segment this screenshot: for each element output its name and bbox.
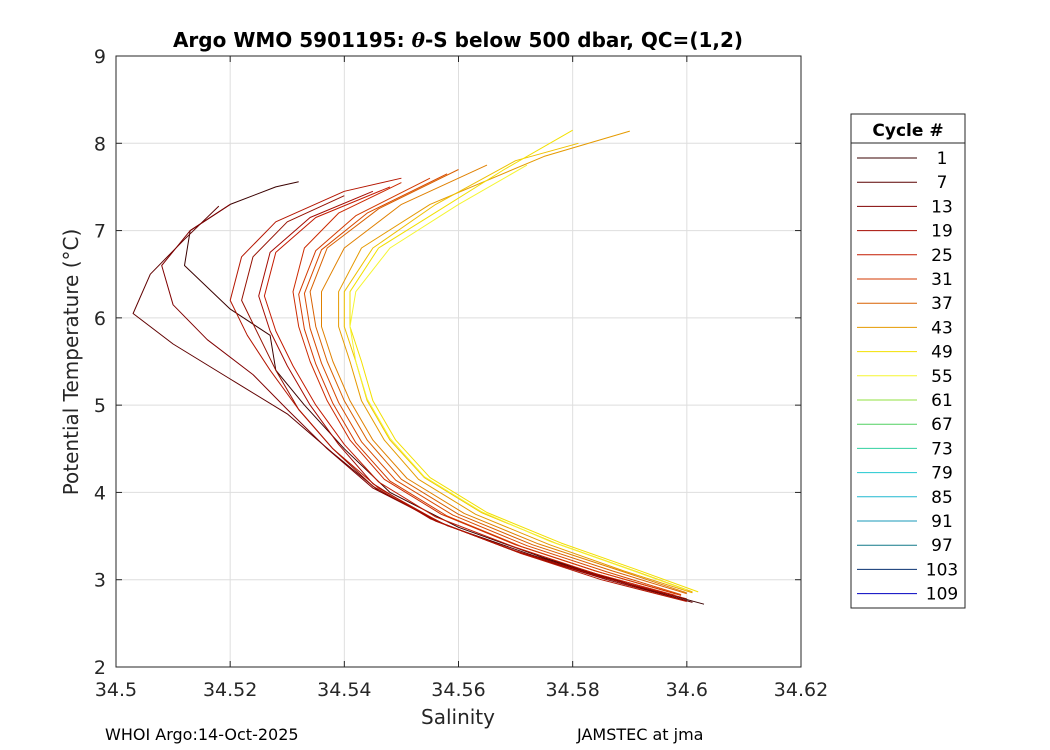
footer-source: WHOI Argo:14-Oct-2025 [105,725,299,744]
axis-ticks: 34.5 34.52 34.54 34.56 34.58 34.6 34.62 2 3 4 5 6 7 8… [94,46,828,701]
legend-entry-label: 19 [931,222,953,242]
legend-entry-label: 25 [931,246,953,266]
legend-title: Cycle # [872,121,943,141]
x-axis-label: Salinity [421,705,495,729]
y-tick-label: 5 [94,395,106,417]
y-axis-label: Potential Temperature (°C) [59,229,83,496]
footer-credit: JAMSTEC at jma [577,725,704,744]
legend-entry-label: 7 [937,173,948,193]
series-line-cycle-25 [298,177,682,596]
series-line-cycle-19 [263,186,676,596]
title-theta-symbol: θ [412,28,426,52]
legend-entry-label: 79 [931,464,953,484]
legend-entry-label: 1 [937,149,948,169]
y-tick-label: 8 [94,133,106,155]
legend-entry-label: 67 [931,415,953,435]
series-line-cycle-16 [229,177,687,602]
title-suffix: -S below 500 dbar, QC=(1,2) [425,28,743,52]
legend-entry-label: 85 [931,488,953,508]
y-tick-label: 3 [94,570,106,592]
legend-entry-label: 91 [931,512,953,532]
legend-entry-label: 37 [931,294,953,314]
legend-entry-label: 43 [931,318,953,338]
legend-entry-label: 49 [931,343,953,363]
title-prefix: Argo WMO 5901195: [173,28,412,52]
series-line-cycle-43 [338,130,693,594]
series-line-cycle-52 [349,164,687,591]
y-tick-label: 2 [94,657,106,679]
legend-entry-label: 55 [931,367,953,387]
x-tick-label: 34.62 [774,679,828,701]
x-tick-label: 34.58 [545,679,599,701]
legend-entry-label: 13 [931,197,953,217]
legend-entries: 1 7 13 19 25 31 37 43 49 55 61 67 73 79 85 91 97 103 109 [857,149,958,605]
legend-box [850,113,966,609]
x-tick-label: 34.56 [431,679,485,701]
chart-title: Argo WMO 5901195: θ-S below 500 dbar, QC… [173,28,743,52]
y-tick-label: 6 [94,308,106,330]
series-line-cycle-28 [303,173,682,596]
legend-entry-label: 109 [926,585,958,605]
legend: Cycle # 1 7 13 19 25 31 37 43 49 55 61 67 73 79 85 91 97… [850,113,966,609]
series-line-cycle-4 [132,205,693,603]
legend-entry-label: 103 [926,560,958,580]
x-tick-label: 34.6 [666,679,708,701]
series-lines [132,129,705,605]
series-line-cycle-49 [349,129,699,593]
legend-entry-label: 31 [931,270,953,290]
series-line-cycle-31 [309,169,687,595]
x-tick-label: 34.52 [203,679,257,701]
y-tick-label: 7 [94,221,106,243]
y-tick-label: 9 [94,46,106,68]
series-line-cycle-37 [321,164,687,594]
y-tick-label: 4 [94,482,106,504]
legend-entry-label: 73 [931,439,953,459]
x-tick-label: 34.5 [95,679,137,701]
series-line-cycle-22 [292,182,676,595]
legend-entry-label: 61 [931,391,953,411]
x-tick-label: 34.54 [317,679,371,701]
legend-entry-label: 97 [931,536,953,556]
